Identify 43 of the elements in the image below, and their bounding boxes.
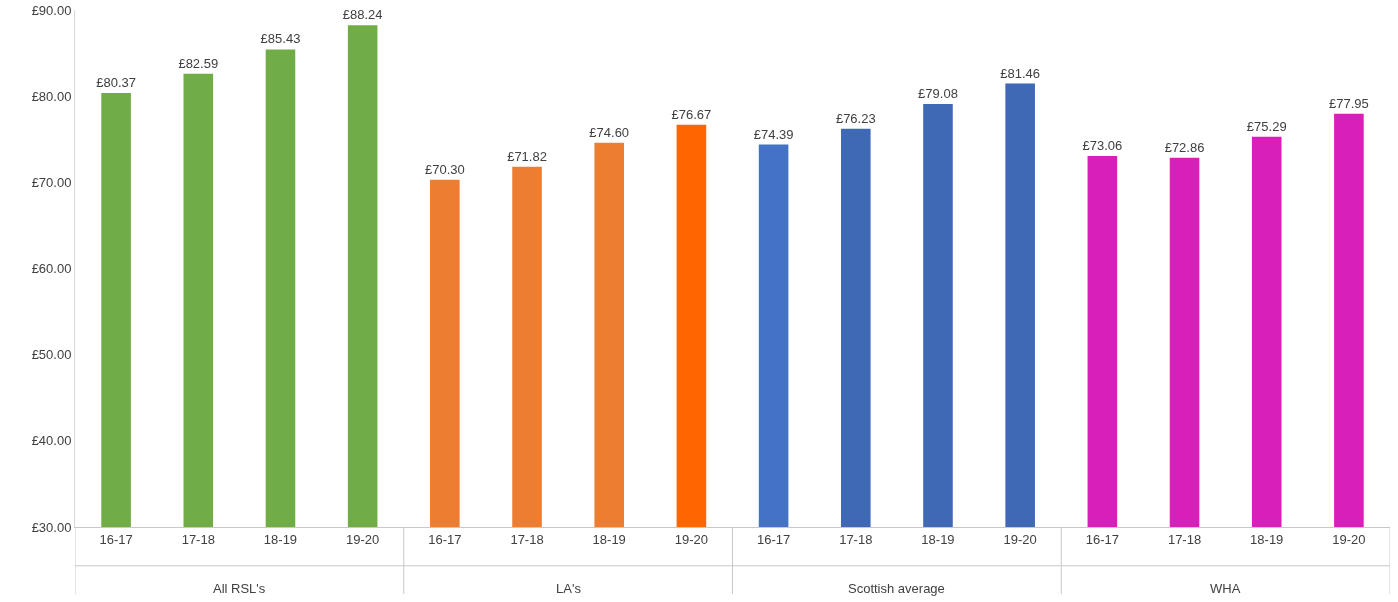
x-tick-label: 17-18 [839,531,873,547]
text: WHA [1210,581,1241,596]
x-tick-label: 17-18 [181,531,215,547]
x-tick-label: 18-19 [263,531,298,547]
x-tick-label: 16-17 [99,531,133,547]
text: LA's [556,581,582,596]
x-tick-label: 18-19 [592,531,626,547]
data-label: £74.39 [753,126,794,142]
x-tick-label: 19-20 [1332,531,1366,547]
data-label: £82.59 [178,55,219,71]
y-tick-label: £90.00 [31,2,72,18]
data-label: £72.86 [1164,139,1205,155]
y-tick-label: £60.00 [31,261,72,277]
x-tick-label: 19-20 [674,531,709,547]
data-label: £75.29 [1246,118,1287,134]
data-label: £73.06 [1082,137,1123,153]
data-label: £76.23 [835,110,876,126]
y-tick-label: £80.00 [31,88,72,104]
data-label: £85.43 [260,31,301,47]
x-tick-label: 17-18 [1167,531,1202,547]
text: Scottish average [848,581,945,596]
y-tick-label: £70.00 [31,174,72,190]
data-label: £70.30 [424,161,465,177]
x-tick-label: 18-19 [921,531,955,547]
x-tick-label: 16-17 [756,531,791,547]
x-tick-label: 16-17 [428,531,462,547]
x-tick-label: 17-18 [510,531,544,547]
y-tick-label: £40.00 [31,433,72,449]
data-label: £77.95 [1329,95,1369,111]
data-label: £88.24 [342,7,383,23]
x-tick-label: 18-19 [1250,531,1284,547]
text: All RSL's [213,581,266,596]
data-label: £80.37 [96,74,136,90]
x-tick-label: 19-20 [1003,531,1037,547]
data-label: £71.82 [507,148,547,164]
y-tick-label: £30.00 [31,519,72,535]
data-label: £76.67 [671,106,712,122]
data-label: £81.46 [1000,65,1041,81]
x-tick-label: 16-17 [1085,531,1119,547]
data-label: £74.60 [589,124,630,140]
x-tick-label: 19-20 [346,531,380,547]
y-tick-label: £50.00 [31,347,72,363]
data-label: £79.08 [918,86,958,102]
